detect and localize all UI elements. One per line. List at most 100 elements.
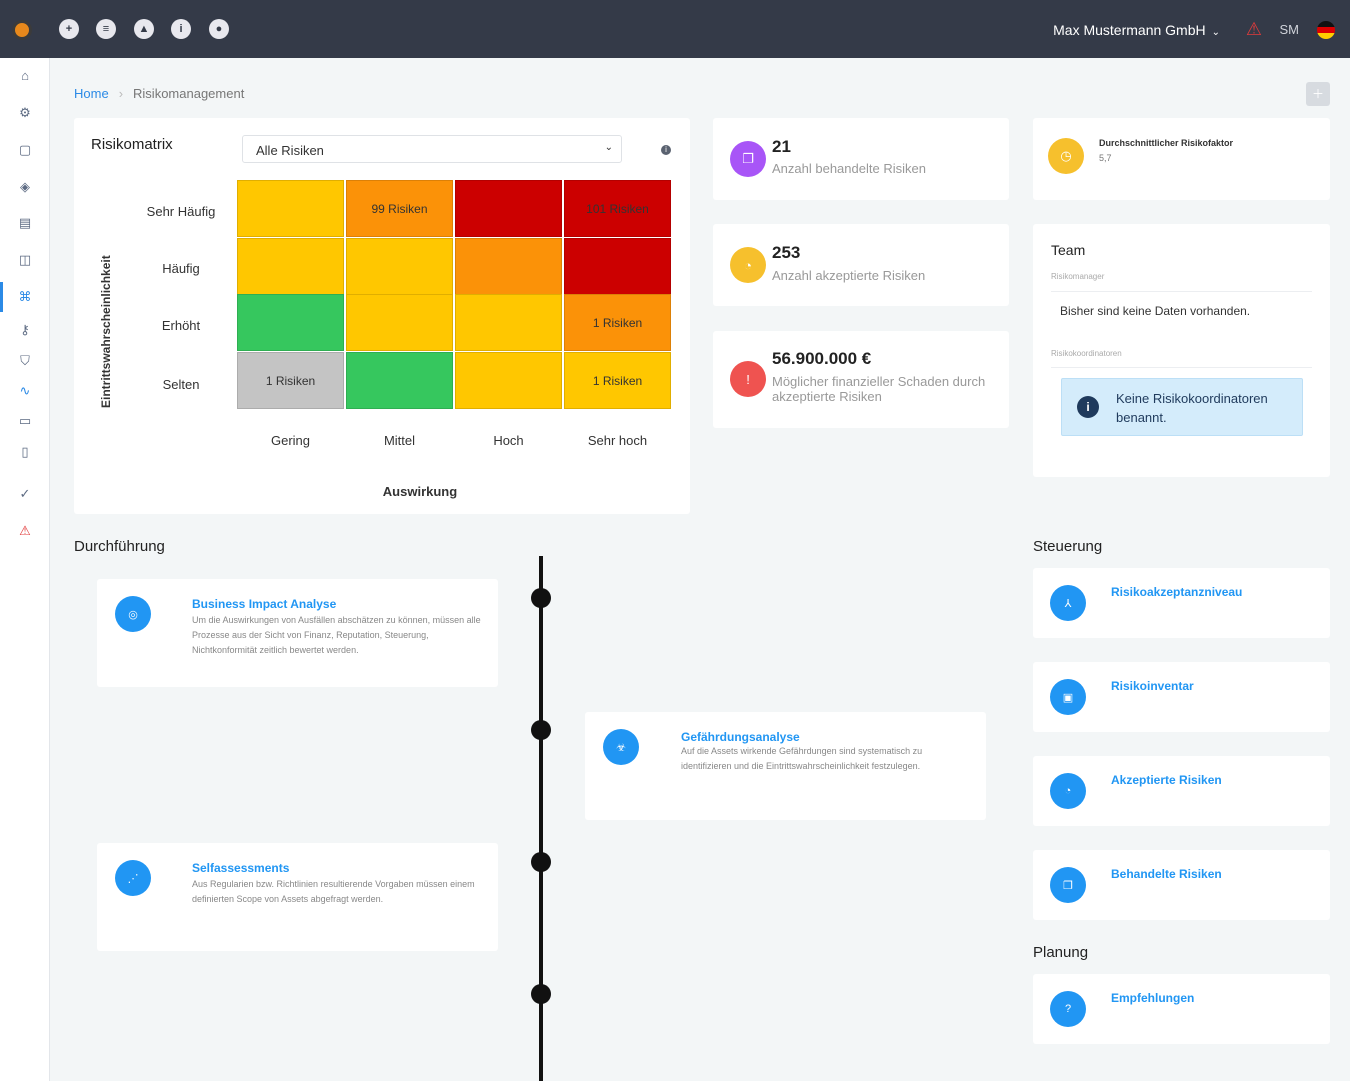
timeline-card-text: Auf die Assets wirkende Gefährdungen sin… <box>681 746 923 771</box>
sidebar-active-indicator <box>0 282 3 312</box>
lock-icon[interactable]: ▢ <box>18 142 32 157</box>
company-switcher[interactable]: Max Mustermann GmbH ⌄ <box>1053 22 1220 38</box>
timeline-card-selfassessments[interactable]: ⋰ Selfassessments Aus Regularien bzw. Ri… <box>97 843 498 951</box>
stat-card-accepted[interactable]: ◔ 253 Anzahl akzeptierte Risiken <box>713 224 1009 306</box>
row-label: Häufig <box>162 261 200 276</box>
matrix-cell[interactable] <box>346 238 453 295</box>
activity-icon[interactable]: ∿ <box>19 383 31 398</box>
user-initials[interactable]: SM <box>1279 22 1300 37</box>
matrix-cell[interactable] <box>455 352 562 409</box>
team-title: Team <box>1051 242 1086 258</box>
stat-card-treated[interactable]: ❐ 21 Anzahl behandelte Risiken <box>713 118 1009 200</box>
matrix-cell[interactable] <box>455 238 562 295</box>
stat-card-damage[interactable]: ! 56.900.000 € Möglicher finanzieller Sc… <box>713 331 1009 428</box>
column-label: Gering <box>270 433 311 448</box>
biohazard-icon: ☣ <box>603 729 639 765</box>
matrix-cell[interactable]: 1 Risiken <box>564 294 671 351</box>
home-icon[interactable]: ⌂ <box>21 68 29 83</box>
timeline-dot <box>531 720 551 740</box>
plus-circle-icon[interactable]: + <box>59 19 79 39</box>
no-data-text: Bisher sind keine Daten vorhanden. <box>1060 304 1251 318</box>
company-name: Max Mustermann GmbH <box>1053 22 1206 38</box>
section-title-durchfuehrung: Durchführung <box>74 538 165 555</box>
team-card: Team Risikomanager Bisher sind keine Dat… <box>1033 224 1330 477</box>
matrix-cell[interactable]: 101 Risiken <box>564 180 671 237</box>
timeline-dot <box>531 588 551 608</box>
chevron-down-icon: ⌄ <box>604 142 613 153</box>
help-circle-icon: ? <box>1050 991 1086 1027</box>
stat-value: 253 <box>772 243 801 262</box>
top-bar: + ≡ ▲ i ● Max Mustermann GmbH ⌄ ⚠ SM <box>0 0 1350 58</box>
breadcrumb-home[interactable]: Home <box>74 86 109 101</box>
nav-card-risikoakzeptanzniveau[interactable]: ⅄ Risikoakzeptanzniveau <box>1033 568 1330 638</box>
divider <box>1051 291 1312 292</box>
timeline-card-title[interactable]: Gefährdungsanalyse <box>681 730 800 744</box>
info-icon[interactable]: i <box>171 19 191 39</box>
column-label: Sehr hoch <box>587 433 648 448</box>
nav-card-label[interactable]: Empfehlungen <box>1111 991 1195 1005</box>
book-icon[interactable]: ◫ <box>18 252 32 267</box>
check-circle-icon[interactable]: ✓ <box>19 486 31 501</box>
nav-card-risikoinventar[interactable]: ▣ Risikoinventar <box>1033 662 1330 732</box>
matrix-cell[interactable]: 1 Risiken <box>564 352 671 409</box>
compass-icon: ⅄ <box>1050 585 1086 621</box>
stat-value: 56.900.000 € <box>772 349 872 368</box>
warning-icon[interactable]: ⚠ <box>19 523 31 538</box>
command-icon[interactable]: ⌘ <box>18 289 32 304</box>
warning-icon[interactable]: ⚠ <box>1245 19 1262 39</box>
matrix-cell[interactable]: 99 Risiken <box>346 180 453 237</box>
nav-card-label[interactable]: Behandelte Risiken <box>1111 867 1222 881</box>
nav-card-empfehlungen[interactable]: ? Empfehlungen <box>1033 974 1330 1044</box>
coordinators-label: Risikokoordinatoren <box>1051 349 1122 358</box>
avg-risk-factor-value: 5,7 <box>1099 153 1112 163</box>
stat-label: Möglicher finanzieller Schaden durch akz… <box>772 374 986 404</box>
nav-card-label[interactable]: Risikoinventar <box>1111 679 1194 693</box>
info-icon: i <box>1077 396 1099 418</box>
avg-risk-factor-title: Durchschnittlicher Risikofaktor <box>1099 138 1234 148</box>
risk-filter-select[interactable]: Alle Risiken ⌄ <box>242 135 622 163</box>
matrix-cell[interactable] <box>237 294 344 351</box>
timeline-card-bia[interactable]: ◎ Business Impact Analyse Um die Auswirk… <box>97 579 498 687</box>
matrix-cell[interactable] <box>237 238 344 295</box>
nav-card-label[interactable]: Risikoakzeptanzniveau <box>1111 585 1243 599</box>
truck-icon[interactable]: ▭ <box>18 413 32 428</box>
logo-icon[interactable] <box>12 20 32 40</box>
x-axis-label: Auswirkung <box>382 484 458 499</box>
row-label: Selten <box>162 377 200 392</box>
breadcrumb-current: Risikomanagement <box>133 86 245 101</box>
info-icon[interactable]: i <box>661 145 671 155</box>
matrix-cell[interactable] <box>346 294 453 351</box>
timeline-card-text: Aus Regularien bzw. Richtlinien resultie… <box>192 879 475 904</box>
key-icon[interactable]: ⚷ <box>20 322 30 337</box>
risk-matrix-card: Risikomatrix Alle Risiken ⌄ i Eintrittsw… <box>74 118 690 514</box>
timeline-card-title[interactable]: Business Impact Analyse <box>192 597 337 611</box>
column-label: Hoch <box>493 433 524 448</box>
gauge-icon: ◷ <box>1048 138 1084 174</box>
nav-card-behandelte-risiken[interactable]: ❐ Behandelte Risiken <box>1033 850 1330 920</box>
row-label: Sehr Häufig <box>146 204 216 219</box>
matrix-cell[interactable] <box>455 180 562 237</box>
matrix-cell[interactable] <box>564 238 671 295</box>
stat-value: 21 <box>772 137 791 156</box>
box-icon[interactable]: ◈ <box>20 179 30 194</box>
flag-de-icon[interactable] <box>1317 21 1335 39</box>
timeline-card-gefaehrdung[interactable]: ☣ Gefährdungsanalyse Auf die Assets wirk… <box>585 712 986 820</box>
clipboard-icon[interactable]: ▯ <box>21 444 29 459</box>
add-user-button[interactable]: ＋ <box>1306 82 1330 106</box>
stat-label: Anzahl akzeptierte Risiken <box>772 268 926 283</box>
nav-card-akzeptierte-risiken[interactable]: ◔ Akzeptierte Risiken <box>1033 756 1330 826</box>
timeline-card-title[interactable]: Selfassessments <box>192 861 290 875</box>
matrix-cell[interactable] <box>346 352 453 409</box>
matrix-cell[interactable] <box>455 294 562 351</box>
document-icon[interactable]: ▤ <box>18 215 32 230</box>
shield-icon[interactable]: ⛉ <box>20 353 30 368</box>
user-circle-icon[interactable]: ● <box>209 19 229 39</box>
settings-icon[interactable]: ⚙ <box>19 105 31 120</box>
bell-icon[interactable]: ▲ <box>134 19 154 39</box>
pie-chart-icon: ◔ <box>1050 773 1086 809</box>
message-icon[interactable]: ≡ <box>96 19 116 39</box>
nav-card-label[interactable]: Akzeptierte Risiken <box>1111 773 1222 787</box>
chevron-right-icon: › <box>118 86 124 101</box>
matrix-cell[interactable]: 1 Risiken <box>237 352 344 409</box>
matrix-cell[interactable] <box>237 180 344 237</box>
